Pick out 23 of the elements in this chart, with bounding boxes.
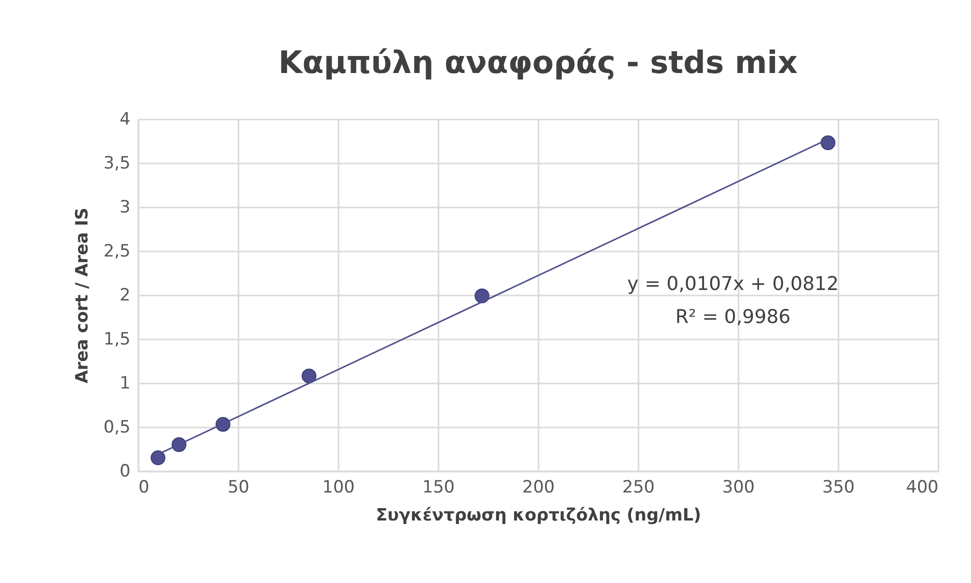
- x-axis-title: Συγκέντρωση κορτιζόλης (ng/mL): [376, 506, 702, 526]
- annotation: R² = 0,9986: [675, 306, 791, 328]
- chart-title: Καμπύλη αναφοράς - stds mix: [278, 45, 798, 81]
- x-tick-label: 200: [522, 478, 555, 498]
- annotation: y = 0,0107x + 0,0812: [627, 273, 839, 295]
- y-tick-label: 2,5: [103, 242, 130, 262]
- y-tick-label: 2: [120, 286, 130, 306]
- y-tick-label: 1: [120, 374, 130, 394]
- y-axis-title: Area cort / Area IS: [72, 208, 92, 384]
- x-tick-label: 100: [322, 478, 355, 498]
- y-tick-label: 0,5: [103, 418, 130, 438]
- y-tick-label: 1,5: [103, 330, 130, 350]
- x-tick-label: 0: [138, 478, 150, 498]
- x-tick-label: 300: [722, 478, 755, 498]
- y-tick-label: 3: [120, 198, 130, 218]
- x-tick-label: 400: [906, 478, 938, 498]
- y-tick-label: 4: [120, 110, 130, 130]
- x-tick-label: 350: [822, 478, 855, 498]
- x-tick-label: 50: [228, 478, 250, 498]
- y-tick-label: 3,5: [103, 154, 130, 174]
- y-tick-label: 0: [120, 462, 130, 482]
- x-tick-label: 250: [622, 478, 655, 498]
- x-tick-label: 150: [422, 478, 455, 498]
